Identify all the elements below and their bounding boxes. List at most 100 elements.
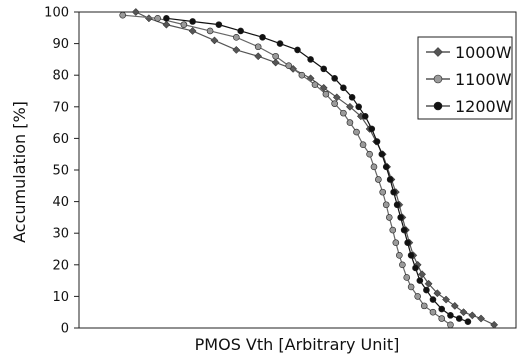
data-point-1100W: [311, 81, 319, 88]
data-point-1100W: [154, 15, 161, 22]
data-point-1200W: [464, 318, 472, 325]
data-point-1000W: [232, 45, 241, 54]
data-point-1100W: [322, 90, 330, 98]
data-point-1200W: [416, 277, 424, 284]
data-point-1100W: [180, 21, 188, 28]
y-tick-label: 90: [52, 37, 69, 52]
data-point-1000W: [450, 301, 459, 310]
data-point-1200W: [259, 33, 266, 41]
data-point-1200W: [320, 65, 328, 73]
data-point-1200W: [189, 18, 196, 25]
data-point-1100W: [385, 214, 393, 221]
y-tick-label: 70: [52, 100, 69, 115]
data-point-1000W: [332, 93, 341, 102]
y-tick-label: 30: [52, 227, 69, 242]
data-point-1000W: [459, 308, 468, 317]
data-point-1200W: [163, 15, 170, 22]
data-point-1100W: [254, 43, 262, 51]
legend-label: 1100W: [455, 70, 512, 89]
data-point-1200W: [393, 201, 401, 209]
data-point-1000W: [345, 102, 354, 111]
y-axis: 0 10 20 30 40 50 60 70 80 90 100: [44, 6, 79, 337]
legend-entry-1100W: 1100W: [426, 70, 512, 89]
data-point-1100W: [340, 109, 347, 117]
data-point-1100W: [233, 33, 240, 41]
data-point-1200W: [412, 264, 419, 272]
data-point-1100W: [346, 119, 354, 126]
data-point-1100W: [420, 302, 428, 310]
data-point-1200W: [378, 150, 386, 158]
legend-marker-1000W: [433, 47, 443, 57]
data-point-1200W: [390, 188, 397, 196]
data-point-1200W: [400, 226, 408, 234]
data-point-1200W: [407, 252, 415, 259]
legend-box: [417, 36, 513, 120]
data-point-1100W: [414, 293, 421, 300]
y-tick-label: 100: [44, 6, 69, 21]
y-tick-label: 0: [61, 322, 69, 337]
data-point-1200W: [348, 94, 356, 101]
data-point-1000W: [468, 311, 477, 320]
x-axis-title: PMOS Vth [Arbitrary Unit]: [195, 335, 400, 354]
data-point-1100W: [392, 239, 400, 246]
legend-entry-1200W: 1200W: [426, 97, 512, 116]
data-point-1000W: [418, 270, 426, 279]
data-point-1200W: [397, 214, 404, 221]
data-point-1200W: [368, 125, 376, 133]
data-point-1100W: [382, 201, 390, 209]
legend: 1000W 1100W 1200W: [417, 36, 513, 120]
data-point-1000W: [424, 279, 433, 288]
data-point-1100W: [285, 62, 293, 70]
data-point-1000W: [210, 36, 219, 45]
data-point-1000W: [254, 52, 263, 61]
series-layer: [119, 8, 499, 329]
data-point-1100W: [399, 261, 406, 269]
y-tick-label: 50: [52, 164, 69, 179]
series-1200W: [163, 15, 472, 325]
data-point-1100W: [396, 252, 403, 259]
data-point-1200W: [423, 286, 430, 294]
data-point-1200W: [373, 138, 381, 145]
data-point-1100W: [119, 11, 126, 19]
data-point-1100W: [272, 52, 279, 60]
data-point-1100W: [366, 150, 373, 158]
data-point-1100W: [298, 71, 306, 79]
data-point-1100W: [375, 176, 382, 183]
y-tick-label: 80: [52, 69, 69, 84]
data-point-1100W: [359, 141, 367, 149]
y-axis-title: Accumulation [%]: [10, 101, 29, 243]
data-point-1100W: [407, 283, 415, 291]
data-point-1200W: [361, 112, 369, 120]
data-point-1200W: [455, 315, 463, 322]
data-point-1200W: [340, 84, 347, 92]
data-point-1200W: [294, 46, 301, 54]
data-point-1200W: [331, 75, 338, 82]
data-point-1200W: [382, 163, 390, 171]
data-point-1200W: [438, 305, 446, 313]
data-point-1200W: [276, 40, 284, 47]
legend-marker-1100W: [433, 74, 443, 84]
legend-label: 1200W: [455, 97, 512, 116]
data-point-1000W: [477, 314, 485, 323]
data-point-1000W: [131, 8, 140, 16]
data-point-1100W: [389, 226, 397, 234]
data-point-1100W: [206, 27, 214, 35]
data-point-1200W: [386, 176, 394, 183]
data-point-1100W: [403, 274, 411, 281]
data-point-1200W: [307, 56, 314, 63]
data-point-1100W: [429, 308, 437, 316]
legend-entry-1000W: 1000W: [426, 43, 512, 62]
data-point-1100W: [379, 188, 387, 196]
data-point-1200W: [237, 27, 244, 35]
data-point-1000W: [319, 83, 328, 92]
data-point-1000W: [271, 58, 280, 67]
series-line-1100W: [122, 14, 451, 326]
data-point-1000W: [442, 295, 451, 304]
data-point-1200W: [447, 312, 454, 319]
y-tick-label: 40: [52, 195, 69, 210]
data-point-1100W: [438, 315, 446, 322]
data-point-1100W: [447, 321, 454, 329]
legend-marker-1200W: [433, 101, 443, 111]
y-tick-label: 60: [52, 132, 69, 147]
data-point-1200W: [355, 103, 362, 111]
